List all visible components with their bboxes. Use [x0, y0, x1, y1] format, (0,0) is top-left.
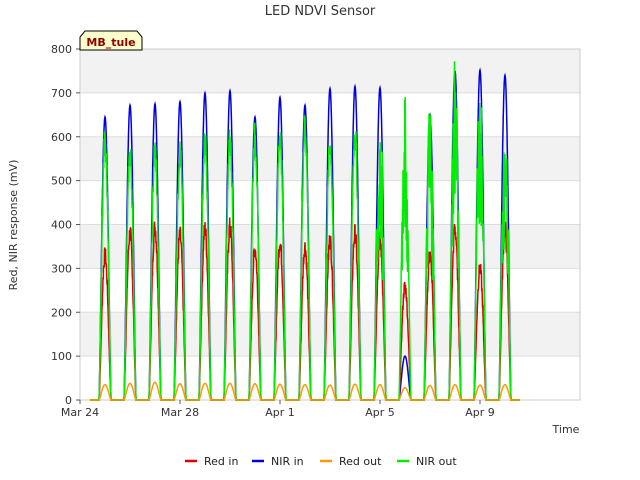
legend-label: NIR out	[416, 455, 457, 468]
y-tick-label: 100	[51, 350, 72, 363]
y-tick-label: 700	[51, 87, 72, 100]
background-band	[80, 49, 580, 93]
plot-background-bands	[80, 49, 580, 400]
background-band	[80, 92, 580, 137]
x-tick-label: Mar 24	[61, 406, 99, 419]
background-band	[80, 268, 580, 313]
legend-label: NIR in	[271, 455, 304, 468]
y-tick-label: 400	[51, 219, 72, 232]
y-tick-label: 500	[51, 175, 72, 188]
legend-label: Red out	[339, 455, 382, 468]
x-tick-label: Apr 9	[465, 406, 495, 419]
x-tick-label: Apr 1	[265, 406, 295, 419]
background-band	[80, 312, 580, 357]
y-axis-ticks: 0 100 200 300 400 500 600 700 800	[51, 43, 80, 407]
background-band	[80, 180, 580, 225]
y-tick-label: 200	[51, 306, 72, 319]
legend: Red in NIR in Red out NIR out	[185, 455, 457, 468]
series-lines	[90, 61, 520, 401]
y-tick-label: 600	[51, 131, 72, 144]
background-band	[80, 356, 580, 400]
chart-title: LED NDVI Sensor	[265, 4, 376, 19]
background-band	[80, 136, 580, 181]
site-badge: MB_tule	[79, 30, 143, 51]
y-tick-label: 300	[51, 262, 72, 275]
x-axis-label: Time	[552, 423, 580, 436]
series-line-red-out	[90, 381, 520, 401]
y-tick-label: 0	[65, 394, 72, 407]
y-tick-label: 800	[51, 43, 72, 56]
x-tick-label: Mar 28	[161, 406, 199, 419]
badge-label: MB_tule	[86, 36, 135, 49]
legend-label: Red in	[204, 455, 238, 468]
x-tick-label: Apr 5	[365, 406, 395, 419]
y-axis-label: Red, NIR response (mV)	[7, 160, 20, 291]
x-axis-ticks: Mar 24 Mar 28 Apr 1 Apr 5 Apr 9	[61, 400, 495, 419]
badge-shape	[79, 30, 143, 51]
